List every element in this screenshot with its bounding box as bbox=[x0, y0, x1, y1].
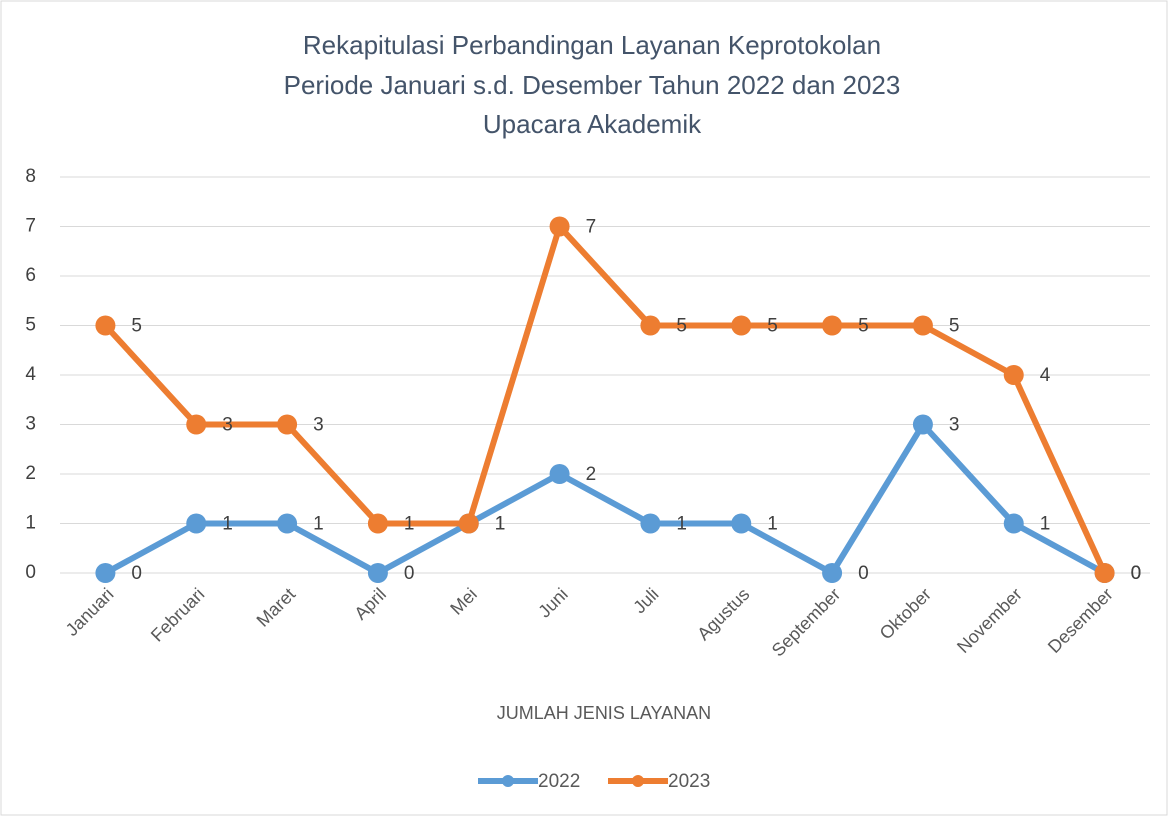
chart-title: Periode Januari s.d. Desember Tahun 2022… bbox=[284, 70, 901, 100]
chart-title: Upacara Akademik bbox=[483, 109, 702, 139]
data-label: 0 bbox=[404, 563, 415, 584]
data-label: 5 bbox=[767, 316, 778, 337]
y-tick-label: 1 bbox=[25, 513, 36, 534]
data-label: 3 bbox=[949, 415, 960, 436]
data-point bbox=[277, 414, 298, 435]
data-point bbox=[912, 315, 933, 336]
data-label: 0 bbox=[1131, 563, 1142, 584]
data-label: 5 bbox=[858, 316, 869, 337]
data-point bbox=[640, 315, 661, 336]
data-label: 3 bbox=[313, 415, 324, 436]
data-point bbox=[549, 216, 570, 237]
series-line bbox=[103, 223, 1108, 575]
data-point bbox=[1094, 563, 1115, 583]
data-label: 0 bbox=[1131, 563, 1142, 584]
data-point bbox=[822, 315, 843, 336]
data-label: 1 bbox=[767, 514, 778, 535]
data-label: 7 bbox=[586, 217, 597, 238]
legend-label: 2022 bbox=[538, 771, 580, 792]
y-tick-label: 5 bbox=[25, 315, 36, 336]
data-point bbox=[367, 563, 388, 583]
data-label: 1 bbox=[495, 514, 506, 535]
y-tick-label: 6 bbox=[25, 265, 36, 286]
legend-marker bbox=[502, 775, 514, 787]
y-tick-label: 2 bbox=[25, 463, 36, 484]
legend-label: 2023 bbox=[668, 771, 710, 792]
data-label: 5 bbox=[949, 316, 960, 337]
data-point bbox=[731, 513, 752, 534]
data-label: 0 bbox=[131, 563, 142, 584]
y-tick-label: 4 bbox=[25, 364, 36, 385]
data-label: 3 bbox=[222, 415, 233, 436]
data-label: 5 bbox=[676, 316, 687, 337]
data-point bbox=[1003, 365, 1024, 385]
data-point bbox=[1003, 513, 1024, 534]
data-point bbox=[186, 414, 207, 435]
chart-title: Rekapitulasi Perbandingan Layanan Keprot… bbox=[303, 30, 881, 60]
data-label: 0 bbox=[858, 563, 869, 584]
data-label: 1 bbox=[313, 514, 324, 535]
data-point bbox=[367, 513, 388, 534]
data-point bbox=[95, 315, 116, 336]
data-label: 1 bbox=[404, 514, 415, 535]
data-point bbox=[912, 414, 933, 435]
data-label: 4 bbox=[1040, 365, 1051, 386]
y-tick-label: 8 bbox=[25, 166, 36, 187]
data-point bbox=[549, 464, 570, 484]
data-label: 5 bbox=[131, 316, 142, 337]
y-tick-label: 7 bbox=[25, 216, 36, 237]
series-line bbox=[103, 421, 1107, 576]
data-point bbox=[458, 513, 479, 534]
data-label: 1 bbox=[676, 514, 687, 535]
data-label: 1 bbox=[222, 514, 233, 535]
data-point bbox=[731, 315, 752, 336]
data-point bbox=[640, 513, 661, 534]
data-point bbox=[95, 563, 116, 583]
data-point bbox=[277, 513, 298, 534]
y-tick-label: 0 bbox=[25, 562, 36, 583]
data-label: 1 bbox=[1040, 514, 1051, 535]
legend-marker bbox=[632, 775, 644, 787]
data-label: 2 bbox=[586, 464, 597, 485]
x-axis-label: JUMLAH JENIS LAYANAN bbox=[497, 703, 711, 723]
data-label: 1 bbox=[495, 514, 506, 535]
data-point bbox=[822, 563, 843, 583]
data-point bbox=[186, 513, 207, 534]
y-tick-label: 3 bbox=[25, 414, 36, 435]
